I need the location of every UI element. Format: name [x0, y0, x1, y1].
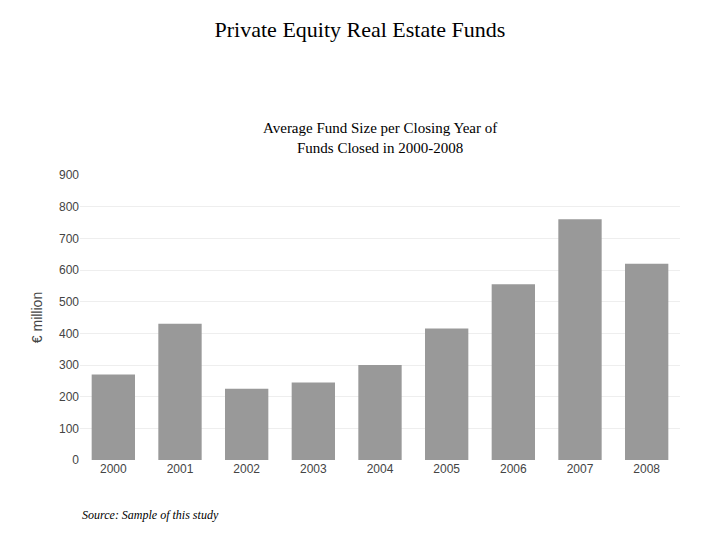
- svg-text:Private Equity Real Estate Fun: Private Equity Real Estate Funds: [215, 17, 506, 42]
- svg-text:2002: 2002: [233, 462, 260, 476]
- svg-text:Source: Sample of this study: Source: Sample of this study: [82, 508, 219, 522]
- svg-text:2005: 2005: [433, 462, 460, 476]
- svg-text:Average Fund Size per Closing: Average Fund Size per Closing Year ofFun…: [263, 120, 497, 156]
- svg-text:900: 900: [59, 168, 79, 182]
- svg-text:2004: 2004: [367, 462, 394, 476]
- svg-text:500: 500: [59, 295, 79, 309]
- svg-text:400: 400: [59, 327, 79, 341]
- svg-text:0: 0: [72, 453, 79, 467]
- svg-text:600: 600: [59, 263, 79, 277]
- svg-text:300: 300: [59, 358, 79, 372]
- svg-text:800: 800: [59, 200, 79, 214]
- svg-text:2006: 2006: [500, 462, 527, 476]
- svg-text:2000: 2000: [100, 462, 127, 476]
- svg-text:2001: 2001: [167, 462, 194, 476]
- svg-text:2003: 2003: [300, 462, 327, 476]
- svg-text:700: 700: [59, 232, 79, 246]
- svg-text:2008: 2008: [633, 462, 660, 476]
- svg-text:100: 100: [59, 422, 79, 436]
- svg-text:€ million: € million: [29, 292, 45, 343]
- svg-text:2007: 2007: [567, 462, 594, 476]
- svg-text:200: 200: [59, 390, 79, 404]
